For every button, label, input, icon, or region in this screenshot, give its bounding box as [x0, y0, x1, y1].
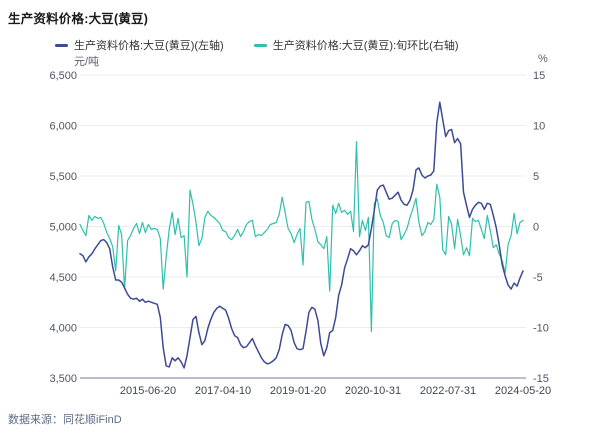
svg-text:5,000: 5,000 [49, 222, 77, 234]
svg-text:-15: -15 [533, 373, 549, 385]
svg-text:4,500: 4,500 [49, 272, 77, 284]
svg-text:10: 10 [533, 121, 545, 133]
svg-text:0: 0 [533, 222, 539, 234]
svg-text:6,500: 6,500 [49, 70, 77, 82]
legend-swatch-pct-icon [253, 43, 267, 47]
page-title: 生产资料价格:大豆(黄豆) [8, 12, 149, 26]
svg-text:4,000: 4,000 [49, 323, 77, 335]
svg-text:2024-05-20: 2024-05-20 [495, 385, 551, 397]
svg-text:6,000: 6,000 [49, 121, 77, 133]
legend: 生产资料价格:大豆(黄豆)(左轴) 生产资料价格:大豆(黄豆):旬环比(右轴) [55, 37, 458, 53]
svg-text:-5: -5 [533, 272, 543, 284]
data-source: 数据来源：同花顺iFinD [8, 414, 122, 426]
legend-swatch-price-icon [55, 43, 68, 47]
svg-text:2015-06-20: 2015-06-20 [120, 385, 176, 397]
svg-text:2020-10-31: 2020-10-31 [345, 385, 401, 397]
svg-text:2019-01-20: 2019-01-20 [270, 385, 326, 397]
legend-label-price: 生产资料价格:大豆(黄豆)(左轴) [74, 40, 224, 52]
left-axis-unit: 元/吨 [74, 56, 100, 68]
svg-text:2017-04-10: 2017-04-10 [195, 385, 251, 397]
svg-text:5,500: 5,500 [49, 171, 77, 183]
svg-text:15: 15 [533, 70, 545, 82]
svg-text:2022-07-31: 2022-07-31 [420, 385, 476, 397]
legend-item-price[interactable]: 生产资料价格:大豆(黄豆)(左轴) [55, 37, 224, 53]
svg-text:5: 5 [533, 171, 539, 183]
legend-label-pct: 生产资料价格:大豆(黄豆):旬环比(右轴) [272, 40, 459, 52]
svg-text:3,500: 3,500 [49, 373, 77, 385]
svg-text:-10: -10 [533, 323, 549, 335]
right-axis-unit: % [538, 53, 548, 65]
legend-item-pct[interactable]: 生产资料价格:大豆(黄豆):旬环比(右轴) [253, 37, 459, 53]
